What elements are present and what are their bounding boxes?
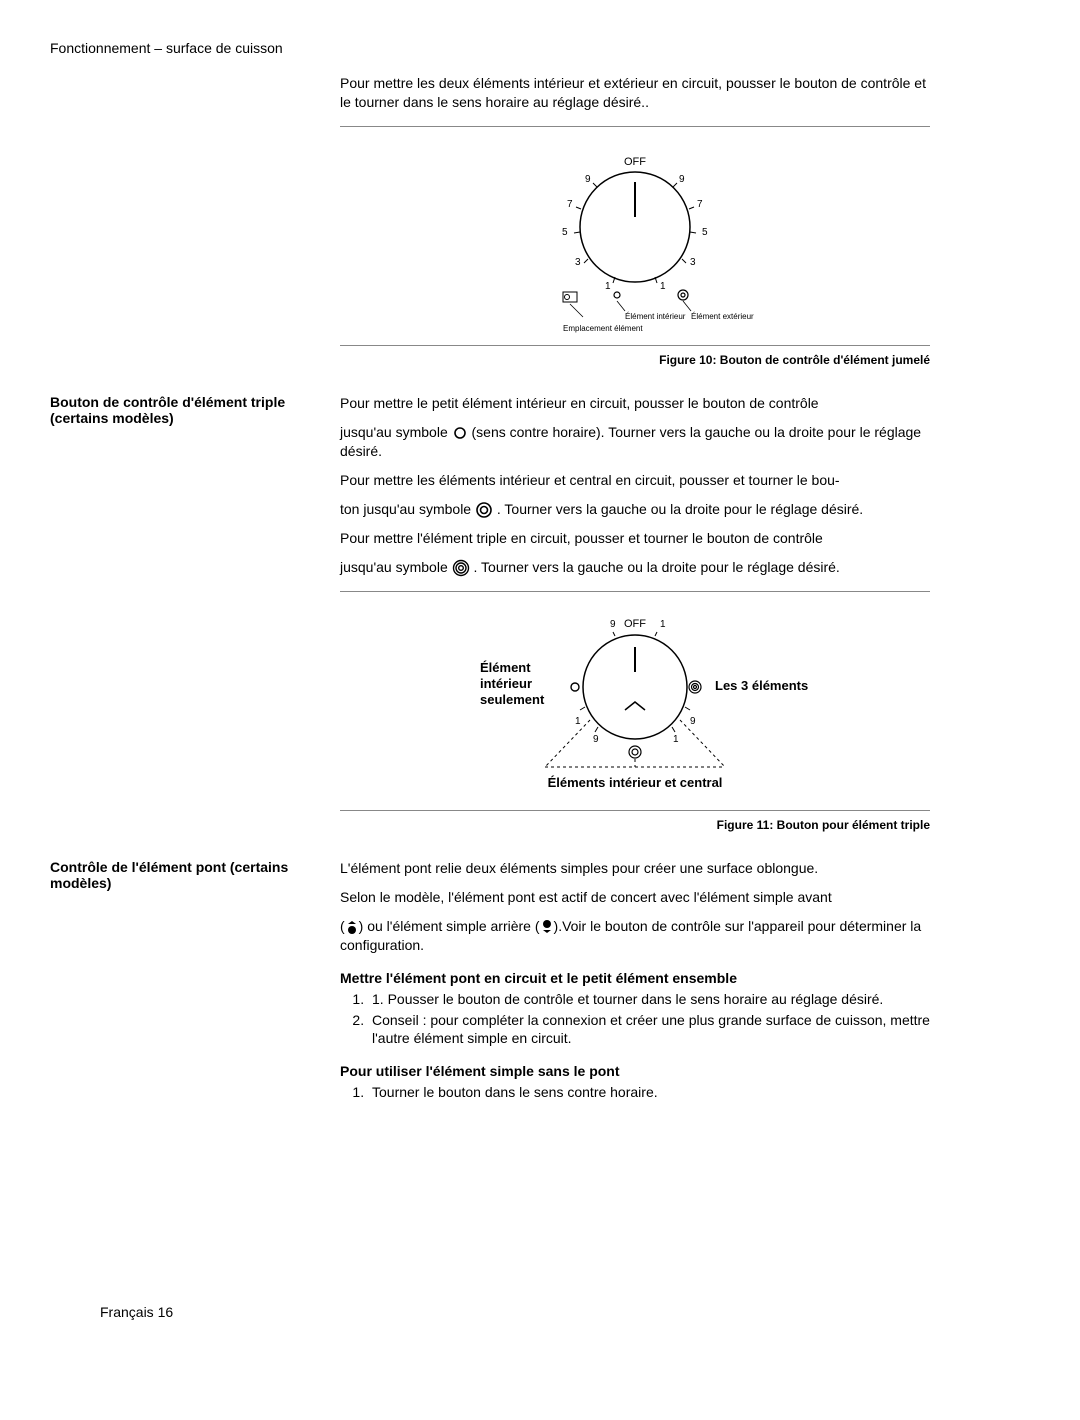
svg-text:9: 9	[610, 619, 616, 630]
svg-text:OFF: OFF	[624, 618, 646, 630]
svg-text:3: 3	[690, 257, 696, 268]
svg-text:seulement: seulement	[480, 692, 545, 707]
intro-para: Pour mettre les deux éléments intérieur …	[340, 74, 930, 112]
svg-text:1: 1	[605, 281, 611, 292]
svg-text:7: 7	[567, 199, 573, 210]
triple-p2-line1: Pour mettre les éléments intérieur et ce…	[340, 471, 930, 490]
svg-text:Emplacement élément: Emplacement élément	[563, 324, 643, 333]
figure-10-caption: Figure 10: Bouton de contrôle d'élément …	[340, 352, 930, 368]
bridge-sub1-steps: 1. Pousser le bouton de contrôle et tour…	[340, 990, 930, 1049]
svg-text:5: 5	[702, 227, 708, 238]
triple-p3-line2: jusqu'au symbole . Tourner vers la gauch…	[340, 558, 930, 577]
triple-p1-line2: jusqu'au symbole (sens contre horaire). …	[340, 423, 930, 461]
bridge-p2-line2: () ou l'élément simple arrière ().Voir l…	[340, 917, 930, 955]
svg-text:9: 9	[585, 174, 591, 185]
bridge-p1: L'élément pont relie deux éléments simpl…	[340, 859, 930, 878]
bridge-rear-icon	[540, 919, 554, 935]
svg-text:Élément: Élément	[480, 660, 531, 675]
svg-text:Élément extérieur: Élément extérieur	[691, 312, 754, 321]
figure-11-svg: OFF 9 1 1 9 9 1	[415, 602, 855, 802]
single-ring-icon	[452, 425, 468, 441]
page-footer: Français 16	[100, 1304, 173, 1320]
bridge-sub1-heading: Mettre l'élément pont en circuit et le p…	[340, 969, 930, 988]
svg-text:5: 5	[562, 227, 568, 238]
svg-text:Les 3 éléments: Les 3 éléments	[715, 678, 808, 693]
svg-text:Éléments intérieur et central: Éléments intérieur et central	[548, 775, 723, 790]
svg-text:7: 7	[697, 199, 703, 210]
figure-10-container: OFF 9 7 5 3 1 9 7 5 3 1	[340, 126, 930, 346]
svg-text:1: 1	[673, 734, 679, 745]
figure-11-container: OFF 9 1 1 9 9 1	[340, 591, 930, 811]
page-header: Fonctionnement – surface de cuisson	[50, 40, 930, 56]
bridge-front-icon	[345, 919, 359, 935]
triple-p2-line2: ton jusqu'au symbole . Tourner vers la g…	[340, 500, 930, 519]
fig10-off: OFF	[624, 156, 646, 168]
bridge-sub1-step2: Conseil : pour compléter la connexion et…	[368, 1011, 930, 1049]
triple-p3-line1: Pour mettre l'élément triple en circuit,…	[340, 529, 930, 548]
svg-text:9: 9	[593, 734, 599, 745]
svg-text:1: 1	[575, 716, 581, 727]
bridge-sub2-steps: Tourner le bouton dans le sens contre ho…	[340, 1083, 930, 1102]
bridge-sub2-heading: Pour utiliser l'élément simple sans le p…	[340, 1062, 930, 1081]
bridge-sub2-step1: Tourner le bouton dans le sens contre ho…	[368, 1083, 930, 1102]
svg-text:intérieur: intérieur	[480, 676, 532, 691]
svg-text:1: 1	[660, 619, 666, 630]
svg-text:3: 3	[575, 257, 581, 268]
figure-11-caption: Figure 11: Bouton pour élément triple	[340, 817, 930, 833]
triple-heading: Bouton de contrôle d'élément triple (cer…	[50, 394, 340, 426]
bridge-p2-line1: Selon le modèle, l'élément pont est acti…	[340, 888, 930, 907]
svg-text:Élément intérieur: Élément intérieur	[625, 312, 686, 321]
figure-10-svg: OFF 9 7 5 3 1 9 7 5 3 1	[505, 137, 765, 337]
svg-text:9: 9	[690, 716, 696, 727]
bridge-heading: Contrôle de l'élément pont (certains mod…	[50, 859, 340, 891]
double-ring-icon	[475, 501, 493, 519]
triple-ring-icon	[452, 559, 470, 577]
bridge-sub1-step1: 1. Pousser le bouton de contrôle et tour…	[368, 990, 930, 1009]
triple-p1-line1: Pour mettre le petit élément intérieur e…	[340, 394, 930, 413]
svg-text:1: 1	[660, 281, 666, 292]
svg-text:9: 9	[679, 174, 685, 185]
